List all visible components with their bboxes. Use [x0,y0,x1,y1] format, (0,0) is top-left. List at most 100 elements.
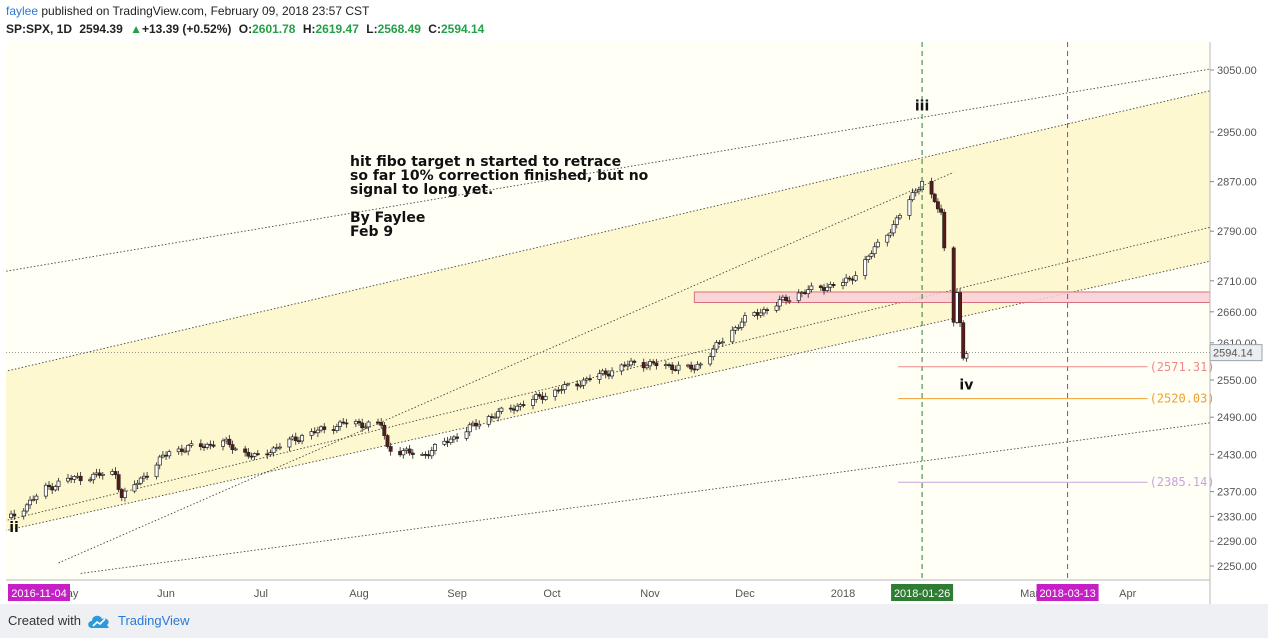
candle-body [432,444,437,451]
candle-body [211,444,216,447]
candle-body [935,201,940,210]
candle-body [183,450,187,453]
x-tick-label: Sep [447,588,467,600]
tradingview-brand-link[interactable]: TradingView [118,613,190,628]
candle-body [831,284,836,287]
candle-body [803,292,807,294]
candle-body [916,189,921,192]
symbol-name[interactable]: SP:SPX, 1D [6,22,73,36]
candle-body [958,292,962,324]
candle-body [540,395,545,400]
footer-bar: Created with TradingView [0,604,1268,638]
fibo-label-1: (2571.31) [1150,360,1215,374]
note-line-1: hit fibo target n started to retrace [350,154,621,170]
candle-body [132,484,137,492]
candle-body [897,215,902,219]
candle-body [233,448,238,451]
candle-body [521,404,526,406]
x-tick-label: Nov [640,588,660,600]
candle-body [850,278,855,281]
channel-line-2 [6,90,1210,372]
candle-body [277,446,282,449]
publish-info: faylee published on TradingView.com, Feb… [6,4,369,18]
candle-body [663,364,668,367]
candle-body [587,378,592,381]
fibo-label-2: (2520.03) [1150,392,1215,406]
wave-label-iii: iii [915,98,929,114]
y-tick-label: 2790.00 [1217,226,1257,238]
note-line-2: so far 10% correction finished, but no [350,168,649,184]
author-link[interactable]: faylee [6,4,39,18]
candle-body [56,480,61,487]
last-price-tag-label: 2594.14 [1213,348,1253,360]
price-chart[interactable]: (2571.31) (2520.03) (2385.14) hit fibo tar… [0,42,1268,604]
candle-body [553,389,558,397]
candle-body [464,431,469,439]
symbol-info: SP:SPX, 1D 2594.39 ▲+13.39 (+0.52%) O:26… [6,22,484,36]
candle-body [742,315,747,323]
candle-body [755,312,760,316]
candle-body [667,364,671,367]
candle-body [777,299,782,307]
candle-body [888,232,893,236]
candle-body [198,443,203,448]
candle-body [758,312,763,316]
candle-body [961,322,966,359]
tradingview-cloud-icon[interactable] [86,612,112,630]
candle-body [929,180,934,195]
high-value: 2619.47 [315,22,359,36]
candle-body [784,296,789,301]
candle-body [398,450,403,456]
candle-body [692,368,697,371]
candle-body [255,453,260,455]
candle-body [249,455,254,458]
candle-body [9,513,14,518]
candle-body [673,369,678,372]
y-tick-label: 3050.00 [1217,65,1257,77]
y-tick-label: 2710.00 [1217,276,1257,288]
candle-body [733,327,738,331]
candle-body [869,253,874,257]
date-tag-3 [1036,584,1099,601]
y-tick-label: 2330.00 [1217,511,1257,523]
candle-body [88,479,93,482]
candle-body [844,277,849,283]
candle-body [189,443,194,446]
candle-body [752,312,757,316]
candle-body [828,284,833,288]
candle-body [515,405,520,411]
candle-body [818,285,823,288]
chart-header: faylee published on TradingView.com, Feb… [0,0,1268,42]
date-tag-label-3: 2018-03-13 [1039,588,1095,600]
candle-body [230,444,235,450]
candle-body [50,486,55,491]
candle-body [654,362,659,366]
y-tick-label: 2290.00 [1217,536,1257,548]
candle-body [445,440,450,443]
x-tick-label: Mar [1020,588,1039,600]
candle-body [780,296,785,301]
candle-body [252,453,257,457]
wave-label-ii: ii [9,520,19,536]
candle-body [689,364,694,370]
candle-body [382,424,387,436]
y-tick-label: 2430.00 [1217,449,1257,461]
last-price-tag [1209,344,1263,362]
candle-body [360,422,365,429]
candle-body [344,422,349,425]
candle-body [379,422,384,426]
candle-body [407,448,412,454]
candle-body [534,394,539,400]
candle-body [138,477,143,484]
candle-body [53,486,58,491]
candle-body [31,499,36,502]
high-label: H: [302,22,316,36]
x-tick-label: Jul [254,588,268,600]
candle-body [822,287,826,291]
candle-body [676,364,681,371]
candle-body [910,192,915,201]
candle-body [366,421,371,428]
candle-body [543,396,548,400]
candle-body [939,208,944,213]
candle-body [69,477,74,480]
